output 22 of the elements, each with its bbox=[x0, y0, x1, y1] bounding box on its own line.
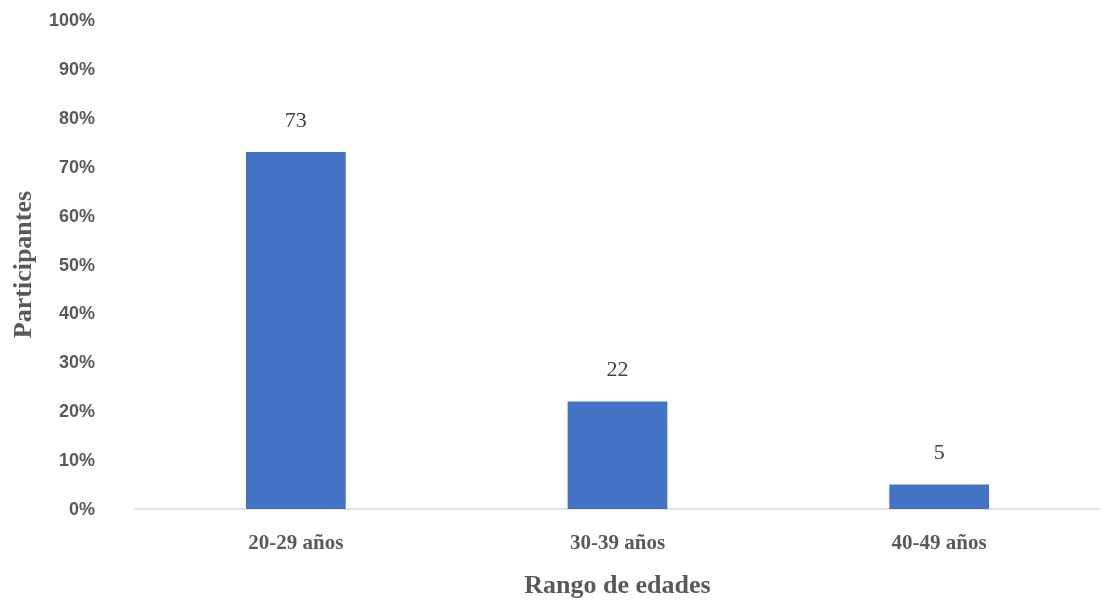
bar bbox=[567, 401, 668, 509]
y-tick-label: 50% bbox=[58, 254, 95, 275]
y-axis-title: Participantes bbox=[7, 190, 37, 339]
y-tick-label: 10% bbox=[58, 450, 95, 471]
y-tick-label: 80% bbox=[58, 107, 95, 128]
data-label: 22 bbox=[606, 355, 629, 381]
y-tick-label: 30% bbox=[58, 352, 95, 373]
x-tick-label: 40-49 años bbox=[891, 529, 987, 554]
y-tick-label: 40% bbox=[58, 303, 95, 324]
x-axis-title: Rango de edades bbox=[524, 569, 711, 599]
y-tick-label: 20% bbox=[58, 401, 95, 422]
bar bbox=[245, 152, 346, 509]
y-tick-label: 0% bbox=[68, 499, 95, 519]
y-tick-label: 100% bbox=[48, 10, 95, 30]
data-label: 73 bbox=[284, 106, 307, 132]
x-tick-label: 30-39 años bbox=[569, 529, 666, 554]
bar bbox=[889, 484, 990, 509]
y-tick-label: 90% bbox=[58, 58, 95, 79]
x-tick-label: 20-29 años bbox=[248, 529, 344, 554]
y-tick-label: 60% bbox=[58, 205, 95, 226]
y-tick-label: 70% bbox=[58, 156, 95, 177]
data-label: 5 bbox=[933, 439, 945, 465]
